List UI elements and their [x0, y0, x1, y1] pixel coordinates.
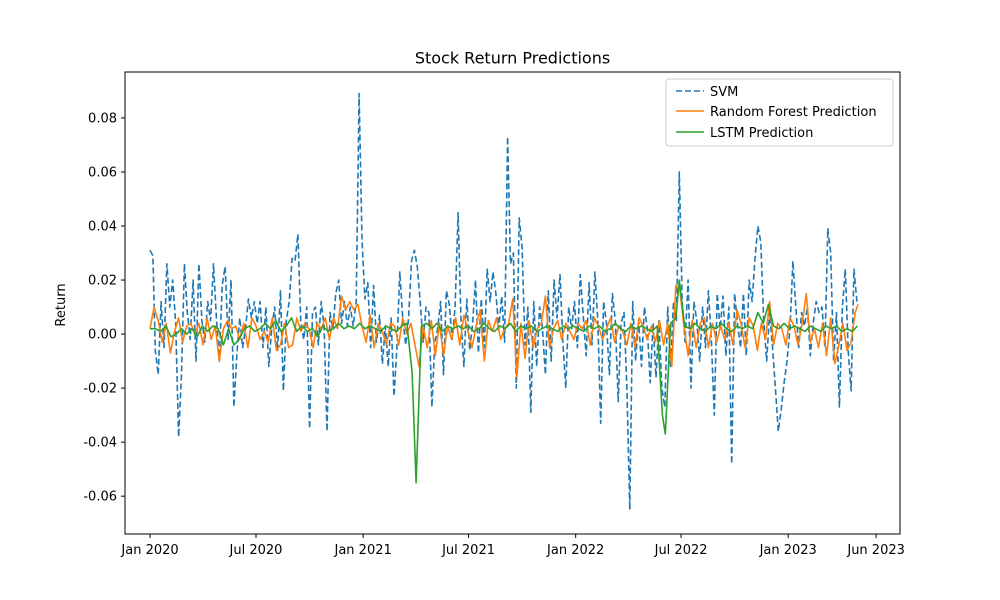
- x-tick-label: Jun 2023: [846, 543, 905, 558]
- chart-title: Stock Return Predictions: [415, 49, 610, 68]
- y-axis-ticks: -0.06 -0.04 -0.02 0.00 0.02 0.04 0.06 0.08: [83, 111, 125, 505]
- x-tick-label: Jul 2022: [654, 543, 708, 558]
- legend-label-random-forest: Random Forest Prediction: [710, 105, 877, 120]
- series-lines: [149, 92, 859, 511]
- x-tick-label: Jan 2022: [546, 543, 604, 558]
- y-tick-label: 0.02: [88, 274, 117, 289]
- y-tick-label: -0.02: [83, 382, 117, 397]
- legend-label-svm: SVM: [710, 85, 738, 100]
- x-axis-ticks: Jan 2020 Jul 2020 Jan 2021 Jul 2021 Jan 2022…: [120, 534, 905, 558]
- x-tick-label: Jan 2020: [120, 543, 178, 558]
- y-tick-label: -0.04: [83, 436, 117, 451]
- x-tick-label: Jul 2020: [229, 543, 283, 558]
- y-tick-label: 0.00: [88, 328, 117, 343]
- plot-frame: [124, 71, 901, 535]
- y-tick-label: -0.06: [83, 490, 117, 505]
- x-tick-label: Jul 2021: [441, 543, 495, 558]
- y-tick-label: 0.06: [88, 165, 117, 180]
- legend-box: [665, 78, 894, 147]
- legend: SVM Random Forest Prediction LSTM Predic…: [665, 78, 894, 147]
- x-tick-label: Jan 2021: [334, 543, 392, 558]
- y-tick-label: 0.04: [88, 220, 117, 235]
- x-tick-label: Jan 2023: [759, 543, 817, 558]
- y-axis-label: Return: [54, 283, 69, 326]
- legend-label-lstm: LSTM Prediction: [710, 126, 813, 141]
- y-tick-label: 0.08: [88, 111, 117, 126]
- series-line-lstm: [150, 279, 859, 484]
- series-line-svm: [149, 92, 858, 511]
